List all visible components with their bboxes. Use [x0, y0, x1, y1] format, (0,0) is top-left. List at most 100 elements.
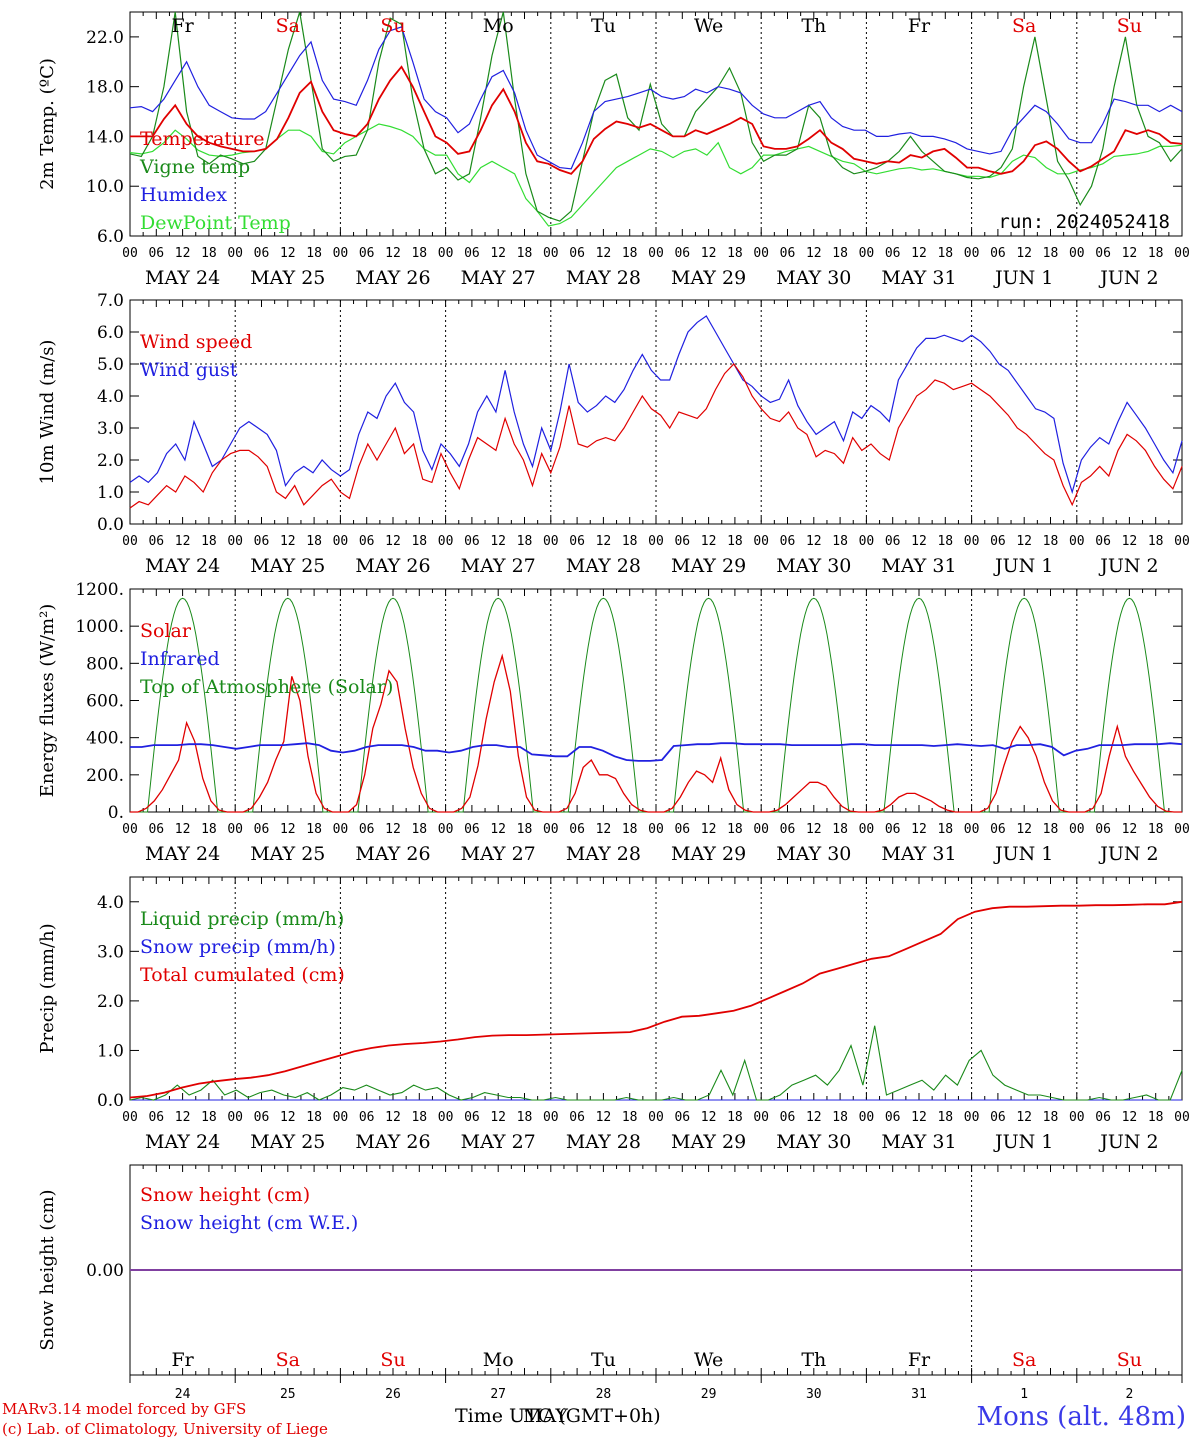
- date-label: JUN 1: [993, 555, 1053, 577]
- series-wind-speed: [129, 363, 1183, 509]
- series-vigne-temp: [130, 12, 1182, 222]
- model-credit: MARv3.14 model forced by GFS: [2, 1400, 247, 1418]
- hour-tick-label: 00: [227, 534, 243, 549]
- hour-tick-label: 06: [148, 534, 164, 549]
- hour-tick-label: 18: [306, 822, 322, 837]
- hour-tick-label: 00: [964, 1110, 980, 1125]
- hour-tick-label: 06: [1095, 822, 1111, 837]
- date-label: MAY 26: [355, 267, 430, 289]
- hour-tick-label: 00: [1069, 1110, 1085, 1125]
- hour-tick-label: 06: [780, 246, 796, 261]
- series-wind-gust: [129, 315, 1183, 495]
- hour-tick-label: 00: [753, 534, 769, 549]
- weekday-label: Fr: [171, 1349, 194, 1371]
- y-tick-label: 600.: [86, 692, 124, 712]
- legend-entry: Temperature: [140, 128, 264, 150]
- hour-tick-label: 12: [280, 822, 296, 837]
- hour-tick-label: 06: [148, 246, 164, 261]
- hour-tick-label: 00: [964, 534, 980, 549]
- y-tick-label: 5.0: [97, 355, 124, 375]
- hour-tick-label: 12: [1122, 822, 1138, 837]
- weekday-label: Fr: [908, 1349, 931, 1371]
- hour-tick-label: 12: [385, 246, 401, 261]
- y-axis-label: 10m Wind (m/s): [37, 340, 58, 485]
- weekday-label: Sa: [1012, 1349, 1036, 1371]
- date-label: JUN 1: [993, 843, 1053, 865]
- date-label: JUN 1: [993, 1131, 1053, 1153]
- y-tick-label: 1.0: [97, 483, 124, 503]
- hour-tick-label: 00: [122, 822, 138, 837]
- hour-tick-label: 06: [990, 822, 1006, 837]
- series-liquid-precip-mm-h-: [129, 1025, 1183, 1101]
- hour-tick-label: 06: [780, 822, 796, 837]
- hour-tick-label: 00: [859, 822, 875, 837]
- date-label: MAY 27: [461, 1131, 536, 1153]
- hour-tick-label: 12: [490, 822, 506, 837]
- panel-3: 0. 200. 400. 600. 800. 1000. 1200. Energy fluxe…: [37, 580, 1190, 865]
- hour-tick-label: 12: [806, 246, 822, 261]
- hour-tick-label: 00: [753, 246, 769, 261]
- hour-tick-label: 06: [885, 822, 901, 837]
- hour-tick-label: 12: [175, 822, 191, 837]
- weekday-label: Su: [380, 1349, 405, 1371]
- date-label: MAY 31: [881, 267, 956, 289]
- series-infrared: [130, 742, 1183, 762]
- hour-tick-label: 18: [1043, 1110, 1059, 1125]
- hour-tick-label: 18: [1043, 534, 1059, 549]
- hour-tick-label: 06: [359, 246, 375, 261]
- hour-tick-label: 06: [464, 246, 480, 261]
- hour-tick-label: 12: [911, 822, 927, 837]
- date-label: MAY 30: [776, 843, 851, 865]
- hour-tick-label: 00: [648, 1110, 664, 1125]
- day-number-label: 26: [385, 1387, 401, 1402]
- date-label: MAY 24: [145, 555, 220, 577]
- hour-tick-label: 00: [753, 1110, 769, 1125]
- hour-tick-label: 18: [832, 1110, 848, 1125]
- date-label: JUN 2: [1098, 555, 1158, 577]
- hour-tick-label: 18: [727, 246, 743, 261]
- date-label: MAY 26: [355, 843, 430, 865]
- y-tick-label: 0.: [108, 803, 124, 823]
- date-label: MAY 31: [881, 1131, 956, 1153]
- date-label: MAY 27: [461, 267, 536, 289]
- panel-1: 6.0 10.0 14.0 18.0 22.0 2m Temp. (ºC) Fr Sa Su Mo…: [37, 11, 1190, 289]
- hour-tick-label: 12: [175, 1110, 191, 1125]
- panel-5: 0.00 Snow height (cm) Snow height (cm) Snow…: [37, 1164, 1183, 1402]
- hour-tick-label: 18: [201, 1110, 217, 1125]
- legend-entry: Liquid precip (mm/h): [140, 908, 344, 930]
- date-label: MAY 28: [566, 1131, 641, 1153]
- date-label: MAY 28: [566, 555, 641, 577]
- hour-tick-label: 06: [148, 1110, 164, 1125]
- hour-tick-label: 18: [411, 534, 427, 549]
- date-label: MAY 27: [461, 843, 536, 865]
- weekday-label: Sa: [1012, 15, 1036, 37]
- day-number-label: 28: [596, 1387, 612, 1402]
- hour-tick-label: 12: [385, 534, 401, 549]
- series-solar: [130, 653, 1182, 813]
- date-label: MAY 30: [776, 1131, 851, 1153]
- hour-tick-label: 18: [1148, 246, 1164, 261]
- hour-tick-label: 18: [1148, 822, 1164, 837]
- date-label: MAY 31: [881, 555, 956, 577]
- hour-tick-label: 12: [280, 1110, 296, 1125]
- hour-tick-label: 18: [517, 534, 533, 549]
- y-tick-label: 4.0: [97, 387, 124, 407]
- hour-tick-label: 12: [175, 534, 191, 549]
- legend-entry: Snow height (cm): [140, 1184, 310, 1206]
- hour-tick-label: 18: [832, 246, 848, 261]
- hour-tick-label: 12: [701, 534, 717, 549]
- hour-tick-label: 06: [990, 246, 1006, 261]
- hour-tick-label: 18: [727, 1110, 743, 1125]
- weekday-label: Mo: [483, 15, 514, 37]
- y-tick-label: 2.0: [97, 451, 124, 471]
- y-tick-label: 10.0: [86, 177, 124, 197]
- hour-tick-label: 00: [227, 822, 243, 837]
- hour-tick-label: 00: [543, 534, 559, 549]
- y-axis-label: Precip (mm/h): [37, 923, 58, 1053]
- y-tick-label: 1200.: [75, 580, 124, 600]
- weekday-label: Fr: [171, 15, 194, 37]
- date-label: MAY 29: [671, 267, 746, 289]
- day-number-label: 30: [806, 1387, 822, 1402]
- legend-entry: DewPoint Temp: [140, 212, 291, 234]
- date-label: JUN 2: [1098, 1131, 1158, 1153]
